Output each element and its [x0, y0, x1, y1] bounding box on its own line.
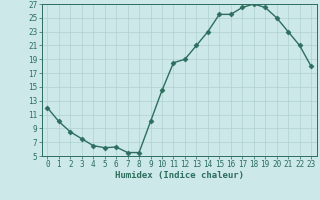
X-axis label: Humidex (Indice chaleur): Humidex (Indice chaleur) — [115, 171, 244, 180]
